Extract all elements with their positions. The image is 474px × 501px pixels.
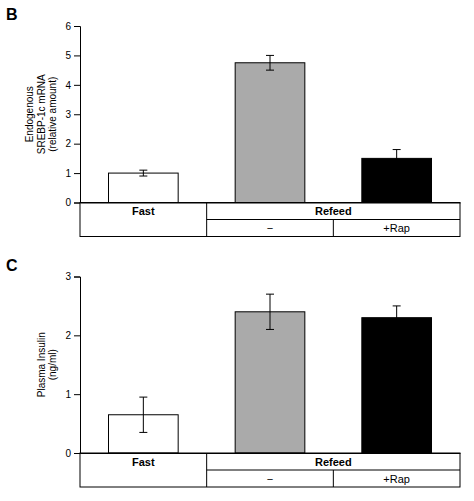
error-bar-stem <box>143 397 144 432</box>
y-tick: 6 <box>65 21 80 32</box>
error-bar-cap <box>139 397 147 398</box>
y-axis: 0 1 2 3 <box>65 271 80 459</box>
y-tick: 1 <box>65 168 80 179</box>
y-axis-title-line: Endogenous <box>24 86 35 142</box>
error-bar-stem <box>270 294 271 329</box>
y-axis-title: EndogenousSREBP-1c mRNA(relative amount) <box>24 74 58 154</box>
figure: 0 1 2 3 4 5 6 Fast − +Rap Refeed B EndogenousSREBP-1… <box>0 0 474 501</box>
y-axis-title-line: (relative amount) <box>47 77 58 152</box>
error-bar-cap <box>139 176 147 177</box>
error-bar <box>393 150 401 168</box>
y-tick-mark <box>74 114 80 115</box>
group-label: Refeed <box>315 205 352 217</box>
bar <box>235 63 305 203</box>
y-axis: 0 1 2 3 4 5 6 <box>65 21 80 209</box>
table-frame <box>80 203 460 237</box>
y-tick-label: 0 <box>65 448 71 459</box>
y-axis-line <box>74 277 81 454</box>
error-bar <box>393 306 401 330</box>
category-label: − <box>267 222 273 234</box>
y-tick-label: 3 <box>65 109 71 120</box>
category-table: Fast − +Rap Refeed <box>80 203 460 237</box>
panel: 0 1 2 3 Fast − +Rap Refeed C Plasma Insulin(ng/ml… <box>6 257 461 488</box>
error-bar-cap <box>393 167 401 168</box>
y-tick: 1 <box>65 389 80 400</box>
plot-area <box>109 55 432 202</box>
error-bar-cap <box>393 329 401 330</box>
y-axis-line <box>74 27 81 204</box>
error-bar-cap <box>393 149 401 150</box>
y-tick: 5 <box>65 50 80 61</box>
category-label: Fast <box>132 205 155 217</box>
y-tick-mark <box>74 453 80 454</box>
y-tick-mark <box>74 277 80 278</box>
error-bar-cap <box>393 305 401 306</box>
error-bar <box>266 294 274 329</box>
panel-label: C <box>6 257 18 274</box>
error-bar-cap <box>266 329 274 330</box>
y-tick-label: 4 <box>65 80 71 91</box>
y-tick-label: 2 <box>65 330 71 341</box>
table-divider <box>333 470 334 487</box>
y-axis-title-line: SREBP-1c mRNA <box>36 74 47 154</box>
error-bar <box>266 55 274 70</box>
y-tick-mark <box>74 335 80 336</box>
y-tick-label: 3 <box>65 271 71 282</box>
y-tick: 0 <box>65 197 80 208</box>
y-tick-label: 5 <box>65 50 71 61</box>
y-tick-mark <box>74 85 80 86</box>
category-label: +Rap <box>383 473 410 485</box>
y-tick-label: 2 <box>65 138 71 149</box>
y-tick-mark <box>74 394 80 395</box>
y-tick-label: 1 <box>65 168 71 179</box>
y-axis-title: Plasma Insulin(ng/ml) <box>36 332 59 397</box>
panel: 0 1 2 3 4 5 6 Fast − +Rap Refeed B EndogenousSREBP-1… <box>6 6 461 237</box>
error-bar <box>139 397 147 432</box>
error-bar-cap <box>266 55 274 56</box>
y-tick: 0 <box>65 448 80 459</box>
error-bar-cap <box>266 70 274 71</box>
y-axis-title-line: (ng/ml) <box>47 349 58 380</box>
error-bar-cap <box>139 432 147 433</box>
error-bar <box>139 170 147 176</box>
error-bar-stem <box>396 306 397 330</box>
error-bar-stem <box>270 55 271 70</box>
bar <box>235 312 305 453</box>
y-tick-mark <box>74 203 80 204</box>
bar <box>362 318 432 453</box>
y-tick-label: 1 <box>65 389 71 400</box>
category-label: +Rap <box>383 222 410 234</box>
y-tick: 3 <box>65 271 80 282</box>
bar <box>109 173 179 202</box>
y-tick: 2 <box>65 138 80 149</box>
y-tick: 2 <box>65 330 80 341</box>
y-tick-mark <box>74 173 80 174</box>
table-divider <box>333 220 334 237</box>
y-tick-mark <box>74 26 80 27</box>
group-label: Refeed <box>315 456 352 468</box>
error-bar-stem <box>396 150 397 168</box>
table-frame <box>80 453 460 487</box>
plot-area <box>109 294 432 453</box>
category-label: Fast <box>132 456 155 468</box>
panel-label: B <box>6 6 18 23</box>
error-bar-stem <box>143 170 144 176</box>
category-label: − <box>267 473 273 485</box>
y-tick-label: 0 <box>65 197 71 208</box>
y-tick-mark <box>74 144 80 145</box>
y-tick: 3 <box>65 109 80 120</box>
category-table: Fast − +Rap Refeed <box>80 453 460 487</box>
error-bar-cap <box>266 294 274 295</box>
y-axis-title-line: Plasma Insulin <box>36 332 47 397</box>
y-tick: 4 <box>65 80 80 91</box>
y-tick-mark <box>74 55 80 56</box>
error-bar-cap <box>139 170 147 171</box>
y-tick-label: 6 <box>65 21 71 32</box>
